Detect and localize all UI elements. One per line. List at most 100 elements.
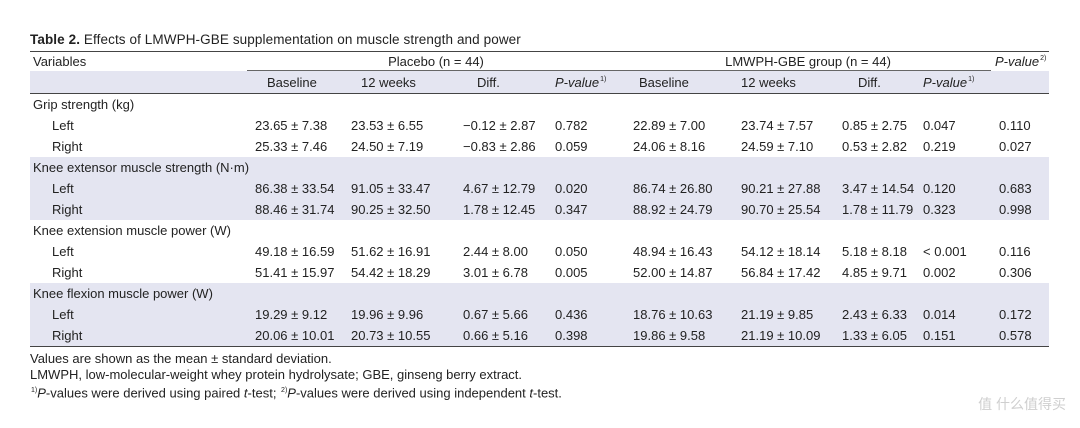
footnote-3-t1: t <box>243 385 248 401</box>
table-cell: 0.151 <box>915 325 992 347</box>
table-cell: 18.76 ± 10.63 <box>625 304 726 325</box>
section-title: Knee flexion muscle power (W) <box>30 283 1050 304</box>
table-cell: 2.43 ± 6.33 <box>828 304 916 325</box>
table-cell: 19.96 ± 9.96 <box>347 304 449 325</box>
table-row: Right 51.41 ± 15.97 54.42 ± 18.29 3.01 ± 6.… <box>30 262 1049 283</box>
table-cell: 86.38 ± 33.54 <box>247 178 347 199</box>
table-cell: 4.67 ± 12.79 <box>449 178 545 199</box>
table-cell: 20.06 ± 10.01 <box>247 325 347 347</box>
table-cell: 91.05 ± 33.47 <box>347 178 449 199</box>
table-cell: 0.219 <box>923 139 956 154</box>
table-cell: 0.578 <box>991 325 1050 347</box>
table-cell: −0.83 ± 2.86 <box>463 139 536 154</box>
table-cell: 0.347 <box>545 199 626 220</box>
table-cell: 51.41 ± 15.97 <box>255 265 335 280</box>
table-row: Right 88.46 ± 31.74 90.25 ± 32.50 1.78 ± 12… <box>30 199 1050 220</box>
header-lmwph-12weeks: 12 weeks <box>725 70 829 94</box>
header-lmwph-pvalue-text: P-value <box>923 74 968 90</box>
table-cell: 20.73 ± 10.55 <box>347 325 449 347</box>
footnote-3-a: -values were derived using paired <box>45 385 244 401</box>
table-cell: 24.50 ± 7.19 <box>351 139 424 154</box>
header-lmwph-group: LMWPH-GBE group (n = 44) <box>625 51 992 71</box>
section-title: Grip strength (kg) <box>33 97 135 112</box>
table-body: Grip strength (kg) Left 23.65 ± 7.38 23.53 … <box>30 94 1050 347</box>
bottom-rule-cell <box>30 346 1050 347</box>
table-bottom-rule <box>30 346 1050 347</box>
header-pvalue-main-text: P-value <box>995 53 1040 69</box>
row-label: Right <box>52 139 83 154</box>
table-cell: 5.18 ± 8.18 <box>842 244 907 259</box>
watermark: 值 什么值得买 <box>978 396 1066 412</box>
table-caption: Table 2. Effects of LMWPH-GBE supplement… <box>30 32 1050 47</box>
header-placebo-group: Placebo (n = 44) <box>247 51 626 71</box>
table-cell: 23.74 ± 7.57 <box>741 118 814 133</box>
table-cell: 54.42 ± 18.29 <box>351 265 431 280</box>
footnote-3: 1) P -values were derived using paired t-t… <box>30 383 1050 401</box>
table-cell: 88.46 ± 31.74 <box>247 199 347 220</box>
row-label: Left <box>30 304 247 325</box>
table-cell: 0.85 ± 2.75 <box>842 118 907 133</box>
footnote-3-c: -values were derived using independent <box>295 385 530 401</box>
table-cell: −0.12 ± 2.87 <box>463 118 536 133</box>
table-cell: 0.53 ± 2.82 <box>842 139 907 154</box>
table-cell: 0.172 <box>991 304 1050 325</box>
header-lmwph-pvalue-sup: 1) <box>968 76 975 84</box>
table-cell: 52.00 ± 14.87 <box>633 265 713 280</box>
table-cell: 0.998 <box>991 199 1050 220</box>
table-cell: 0.020 <box>545 178 626 199</box>
header-variables: Variables <box>30 51 247 71</box>
table-cell: 19.86 ± 9.58 <box>625 325 726 347</box>
footnote-3-sup2: 2) <box>281 387 288 394</box>
table-cell: 54.12 ± 18.14 <box>741 244 821 259</box>
table-cell: 1.78 ± 11.79 <box>828 199 916 220</box>
table-cell: 0.683 <box>991 178 1050 199</box>
footnote-3-sup1: 1) <box>31 387 38 394</box>
header-lmwph-diff: Diff. <box>828 70 916 94</box>
table-cell: 24.06 ± 8.16 <box>633 139 706 154</box>
table-cell: 0.398 <box>545 325 626 347</box>
footnote-3-p2: P <box>287 385 296 401</box>
header-placebo-pvalue-sup: 1) <box>600 76 607 84</box>
header-empty-cell-right <box>991 70 1050 94</box>
table-cell: 3.01 ± 6.78 <box>463 265 528 280</box>
table-cell: 19.29 ± 9.12 <box>247 304 347 325</box>
footnote-3-b: -test; <box>247 385 281 401</box>
table-row: Left 19.29 ± 9.12 19.96 ± 9.96 0.67 ± 5.66 0… <box>30 304 1050 325</box>
table-cell: 0.782 <box>555 118 588 133</box>
table-cell: 23.53 ± 6.55 <box>351 118 424 133</box>
row-label: Left <box>52 118 74 133</box>
row-label: Right <box>30 325 247 347</box>
results-table: Variables Placebo (n = 44) LMWPH-GBE gro… <box>30 51 1050 347</box>
header-placebo-diff: Diff. <box>449 70 545 94</box>
table-cell: 88.92 ± 24.79 <box>625 199 726 220</box>
table-cell: 3.47 ± 14.54 <box>828 178 916 199</box>
header-placebo-pvalue-text: P-value <box>555 74 600 90</box>
table-cell: 48.94 ± 16.43 <box>633 244 713 259</box>
table-figure: Table 2. Effects of LMWPH-GBE supplement… <box>30 32 1050 401</box>
table-cell: 25.33 ± 7.46 <box>255 139 328 154</box>
table-cell: 23.65 ± 7.38 <box>255 118 328 133</box>
table-cell: 22.89 ± 7.00 <box>633 118 706 133</box>
caption-label: Table 2. <box>30 32 81 47</box>
section-row: Knee flexion muscle power (W) <box>30 283 1050 304</box>
header-placebo-12weeks: 12 weeks <box>347 70 449 94</box>
header-row-sub: Baseline 12 weeks Diff. P-value1) Baseli… <box>30 70 1050 94</box>
row-label: Right <box>52 265 83 280</box>
table-cell: 24.59 ± 7.10 <box>741 139 814 154</box>
footnote-1: Values are shown as the mean ± standard … <box>30 351 332 366</box>
table-cell: 0.67 ± 5.66 <box>449 304 545 325</box>
table-cell: 21.19 ± 10.09 <box>725 325 829 347</box>
row-label: Left <box>52 244 74 259</box>
header-placebo-pvalue: P-value1) <box>545 70 626 94</box>
table-cell: 1.33 ± 6.05 <box>828 325 916 347</box>
header-row-groups: Variables Placebo (n = 44) LMWPH-GBE gro… <box>30 51 1050 71</box>
section-title: Knee extension muscle power (W) <box>33 223 231 238</box>
row-label: Left <box>30 178 247 199</box>
table-row: Left 23.65 ± 7.38 23.53 ± 6.55 −0.12 ± 2.87… <box>30 115 1049 136</box>
caption-text: Effects of LMWPH-GBE supplementation on … <box>80 32 521 47</box>
table-cell: 0.002 <box>923 265 956 280</box>
table-cell: 0.050 <box>555 244 588 259</box>
table-cell: 0.014 <box>915 304 992 325</box>
table-row: Right 25.33 ± 7.46 24.50 ± 7.19 −0.83 ± 2.8… <box>30 136 1049 157</box>
table-cell: 0.005 <box>555 265 588 280</box>
